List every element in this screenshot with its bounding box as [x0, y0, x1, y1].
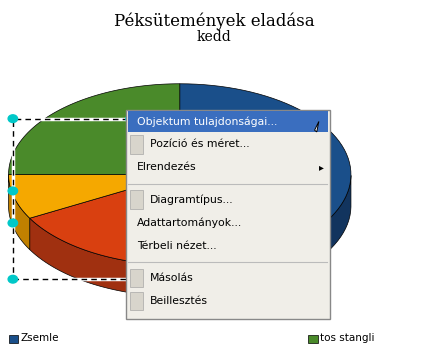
Polygon shape	[9, 84, 180, 174]
Text: tos stangli: tos stangli	[320, 333, 374, 343]
Circle shape	[8, 219, 18, 227]
Text: Péksütemények eladása: Péksütemények eladása	[114, 12, 314, 30]
Bar	[130, 269, 143, 287]
Circle shape	[8, 115, 18, 122]
Bar	[308, 335, 318, 343]
Polygon shape	[9, 174, 30, 250]
Text: Diagramtípus...: Diagramtípus...	[150, 194, 233, 205]
Polygon shape	[30, 174, 233, 265]
Bar	[126, 110, 330, 319]
Bar	[130, 191, 143, 209]
Circle shape	[126, 115, 135, 122]
Text: Adattartományok...: Adattartományok...	[137, 217, 242, 228]
Bar	[13, 119, 248, 279]
Bar	[130, 135, 143, 154]
Polygon shape	[180, 84, 351, 261]
Text: Zsemle: Zsemle	[21, 333, 59, 343]
Polygon shape	[30, 218, 233, 297]
Bar	[9, 335, 18, 343]
Text: Pozíció és méret...: Pozíció és méret...	[150, 140, 250, 149]
Text: Elrendezés: Elrendezés	[137, 163, 196, 172]
Circle shape	[8, 275, 18, 283]
Text: ▸: ▸	[319, 163, 324, 172]
Bar	[13, 119, 248, 279]
Bar	[128, 111, 328, 132]
Text: Térbeli nézet...: Térbeli nézet...	[137, 241, 217, 251]
Bar	[130, 292, 143, 310]
Text: Objektum tulajdonságai...: Objektum tulajdonságai...	[137, 116, 277, 127]
Polygon shape	[9, 174, 180, 218]
Polygon shape	[315, 121, 319, 132]
Text: kedd: kedd	[196, 30, 232, 44]
Circle shape	[8, 187, 18, 195]
Text: Beillesztés: Beillesztés	[150, 296, 208, 306]
Polygon shape	[233, 176, 351, 292]
Text: Másolás: Másolás	[150, 273, 193, 283]
